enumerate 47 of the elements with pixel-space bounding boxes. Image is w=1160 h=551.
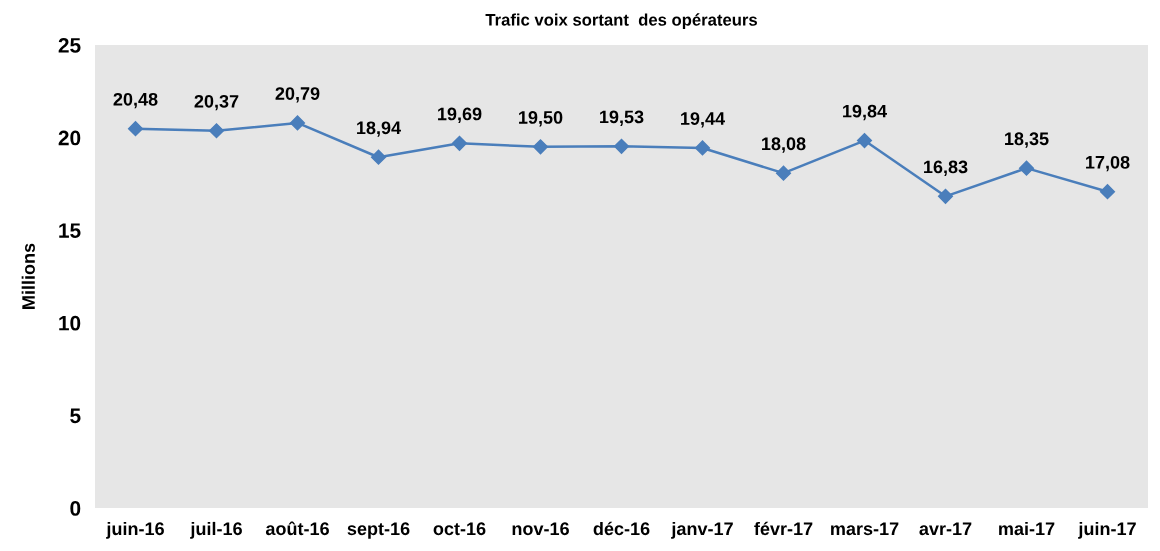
data-label: 17,08 — [1086, 155, 1130, 172]
x-tick-label: mars-17 — [831, 522, 899, 536]
x-tick-label: oct-16 — [433, 522, 486, 536]
point — [937, 188, 954, 204]
data-label: 19,53 — [600, 110, 644, 126]
y-tick-label: 5 — [70, 408, 81, 424]
point — [208, 123, 225, 139]
data-label: 18,08 — [762, 137, 806, 153]
point — [451, 135, 468, 151]
point — [532, 139, 549, 155]
y-tick-label: 10 — [59, 315, 81, 331]
y-tick-label: 15 — [59, 223, 81, 238]
y-axis-title: Millions — [21, 243, 35, 309]
x-tick-label: janv-17 — [671, 521, 733, 539]
x-tick-label: juin-17 — [1078, 521, 1136, 539]
data-label: 19,84 — [843, 104, 887, 121]
data-label: 20,37 — [194, 94, 239, 111]
y-tick-label: 0 — [70, 501, 81, 516]
data-label: 18,94 — [357, 121, 401, 137]
x-tick-label: juin-16 — [106, 521, 164, 539]
x-tick-label: juil-16 — [190, 521, 242, 539]
point — [289, 115, 306, 131]
point — [856, 132, 873, 149]
x-tick-label: sept-16 — [347, 522, 410, 539]
chart-title: Trafic voix sortant des opérateurs — [485, 13, 757, 30]
point — [1099, 184, 1116, 200]
y-tick-label: 20 — [58, 130, 81, 146]
data-label: 20,79 — [275, 87, 320, 103]
point — [127, 121, 144, 137]
point — [370, 149, 387, 165]
point — [613, 138, 630, 154]
data-label: 19,69 — [438, 107, 482, 123]
point — [775, 165, 792, 181]
data-label: 18,35 — [1005, 132, 1049, 148]
y-tick-label: 25 — [58, 38, 81, 53]
x-tick-label: févr-17 — [754, 521, 813, 536]
data-label: 16,83 — [924, 160, 968, 176]
data-label: 20,48 — [113, 92, 158, 109]
x-tick-label: avr-17 — [919, 522, 972, 536]
x-tick-label: nov-16 — [512, 522, 569, 536]
data-label: 19,44 — [681, 112, 725, 128]
x-tick-label: déc-16 — [593, 521, 650, 536]
point — [694, 140, 711, 156]
data-label: 19,50 — [519, 111, 563, 127]
x-tick-label: mai-17 — [999, 521, 1055, 536]
x-tick-label: août-16 — [265, 521, 329, 536]
point — [1018, 160, 1035, 176]
